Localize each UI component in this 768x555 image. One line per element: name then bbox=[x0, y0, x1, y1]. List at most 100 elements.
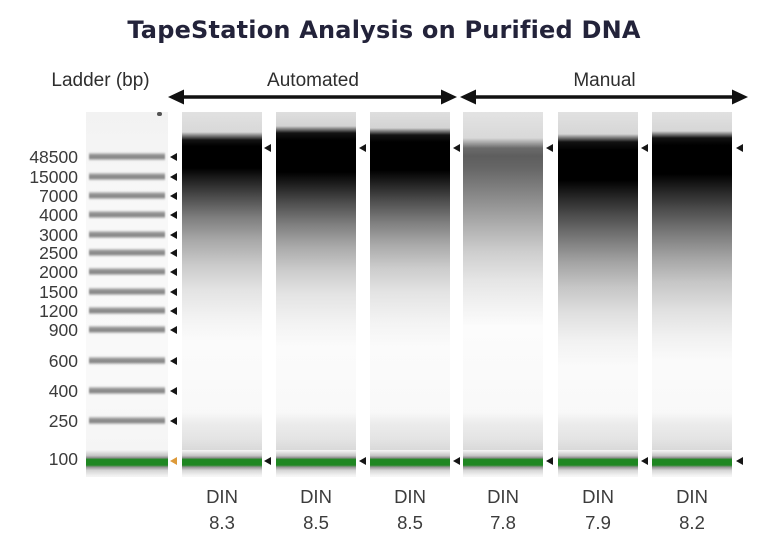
din-value: 8.2 bbox=[679, 512, 705, 533]
ladder-band-label: 900 bbox=[48, 320, 78, 340]
din-value: 8.5 bbox=[303, 512, 329, 533]
peak-marker-icon bbox=[546, 457, 553, 465]
peak-marker-icon bbox=[170, 249, 177, 257]
peak-marker-icon bbox=[641, 144, 648, 152]
din-label-title: DIN bbox=[487, 486, 519, 507]
gel-lane-automated-2 bbox=[276, 112, 356, 477]
lower-marker-band-green bbox=[182, 450, 262, 476]
ladder-header-label: Ladder (bp) bbox=[51, 70, 150, 91]
lower-marker-icon-orange bbox=[170, 457, 177, 465]
ladder-band-label: 2500 bbox=[39, 243, 78, 263]
peak-marker-icon bbox=[546, 144, 553, 152]
peak-marker-icon bbox=[170, 173, 177, 181]
din-value: 7.8 bbox=[490, 512, 516, 533]
peak-marker-icon bbox=[736, 457, 743, 465]
ladder-band-label: 250 bbox=[48, 411, 78, 431]
din-label: DIN 8.5 bbox=[276, 484, 356, 536]
low-mw-blob bbox=[463, 412, 543, 450]
din-value: 8.5 bbox=[397, 512, 423, 533]
din-label-title: DIN bbox=[300, 486, 332, 507]
ladder-band-label: 400 bbox=[48, 381, 78, 401]
lower-marker-band-green bbox=[276, 450, 356, 476]
ladder-band bbox=[89, 248, 165, 257]
ladder-band-label: 1500 bbox=[39, 282, 78, 302]
ladder-band bbox=[89, 210, 165, 219]
ladder-band bbox=[89, 306, 165, 315]
lower-marker-band-green bbox=[558, 450, 638, 476]
din-label-title: DIN bbox=[206, 486, 238, 507]
din-label: DIN 8.2 bbox=[652, 484, 732, 536]
ladder-band-label: 100 bbox=[48, 449, 78, 469]
ladder-band-label: 48500 bbox=[29, 147, 78, 167]
ladder-band bbox=[89, 230, 165, 239]
figure-title: TapeStation Analysis on Purified DNA bbox=[127, 16, 641, 44]
gel-lane-manual-3 bbox=[652, 112, 732, 477]
lower-marker-band-green bbox=[370, 450, 450, 476]
peak-marker-icon bbox=[359, 457, 366, 465]
peak-marker-icon bbox=[170, 387, 177, 395]
manual-span-arrow bbox=[460, 89, 748, 105]
din-label: DIN 8.3 bbox=[182, 484, 262, 536]
dna-smear bbox=[558, 112, 638, 367]
dna-smear bbox=[182, 112, 262, 342]
ladder-band bbox=[89, 386, 165, 395]
peak-marker-icon bbox=[170, 192, 177, 200]
group-label-automated: Automated bbox=[267, 70, 359, 91]
peak-marker-icon bbox=[170, 153, 177, 161]
dna-smear bbox=[370, 112, 450, 347]
din-label-title: DIN bbox=[676, 486, 708, 507]
ladder-band bbox=[89, 172, 165, 181]
peak-marker-icon bbox=[359, 144, 366, 152]
peak-marker-icon bbox=[453, 144, 460, 152]
lower-marker-band-green bbox=[86, 450, 168, 476]
gel-artifact-dot bbox=[157, 112, 162, 116]
gel-lane-automated-3 bbox=[370, 112, 450, 477]
ladder-band bbox=[89, 325, 165, 334]
low-mw-blob bbox=[370, 412, 450, 450]
din-value: 8.3 bbox=[209, 512, 235, 533]
automated-span-arrow bbox=[168, 89, 457, 105]
peak-marker-icon bbox=[264, 457, 271, 465]
ladder-band-label: 7000 bbox=[39, 186, 78, 206]
gel-lane-manual-2 bbox=[558, 112, 638, 477]
peak-marker-icon bbox=[264, 144, 271, 152]
peak-marker-icon bbox=[170, 268, 177, 276]
low-mw-blob bbox=[276, 412, 356, 450]
peak-marker-icon bbox=[170, 288, 177, 296]
din-value: 7.9 bbox=[585, 512, 611, 533]
lower-marker-band-green bbox=[652, 450, 732, 476]
peak-marker-icon bbox=[736, 144, 743, 152]
ladder-band bbox=[89, 191, 165, 200]
din-label: DIN 7.9 bbox=[558, 484, 638, 536]
ladder-band-label: 2000 bbox=[39, 262, 78, 282]
peak-marker-icon bbox=[170, 307, 177, 315]
ladder-band bbox=[89, 356, 165, 365]
peak-marker-icon bbox=[170, 231, 177, 239]
peak-marker-icon bbox=[170, 211, 177, 219]
peak-marker-icon bbox=[170, 417, 177, 425]
low-mw-blob bbox=[652, 412, 732, 450]
ladder-band bbox=[89, 267, 165, 276]
gel-lane-manual-1 bbox=[463, 112, 543, 477]
din-label: DIN 7.8 bbox=[463, 484, 543, 536]
low-mw-blob bbox=[558, 412, 638, 450]
ladder-band bbox=[89, 152, 165, 161]
dna-smear bbox=[276, 112, 356, 347]
peak-marker-icon bbox=[641, 457, 648, 465]
peak-marker-icon bbox=[170, 357, 177, 365]
din-label: DIN 8.5 bbox=[370, 484, 450, 536]
group-label-manual: Manual bbox=[573, 70, 636, 91]
dna-smear bbox=[463, 112, 543, 327]
ladder-band-label: 4000 bbox=[39, 205, 78, 225]
din-label-title: DIN bbox=[582, 486, 614, 507]
low-mw-blob bbox=[182, 412, 262, 450]
din-label-title: DIN bbox=[394, 486, 426, 507]
dna-smear bbox=[652, 112, 732, 362]
ladder-band-label: 15000 bbox=[29, 167, 78, 187]
ladder-band-label: 1200 bbox=[39, 301, 78, 321]
peak-marker-icon bbox=[170, 326, 177, 334]
ladder-band-label: 3000 bbox=[39, 225, 78, 245]
ladder-band bbox=[89, 416, 165, 425]
lower-marker-band-green bbox=[463, 450, 543, 476]
